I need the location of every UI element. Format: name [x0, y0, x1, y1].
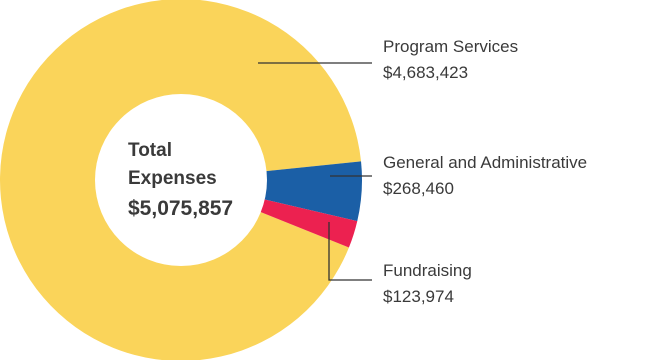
center-label-line2: Expenses: [128, 168, 217, 189]
slice-value-general-administrative: $268,460: [383, 179, 454, 198]
center-label-line1: Total: [128, 140, 172, 161]
slice-value-fundraising: $123,974: [383, 287, 454, 306]
slice-label-program-services: Program Services: [383, 37, 518, 56]
slice-label-fundraising: Fundraising: [383, 261, 472, 280]
leader-line-fundraising: [328, 222, 372, 281]
center-total-value: $5,075,857: [128, 197, 233, 220]
donut-hole: [95, 94, 267, 266]
slice-value-program-services: $4,683,423: [383, 63, 468, 82]
slice-label-general-administrative: General and Administrative: [383, 153, 587, 172]
